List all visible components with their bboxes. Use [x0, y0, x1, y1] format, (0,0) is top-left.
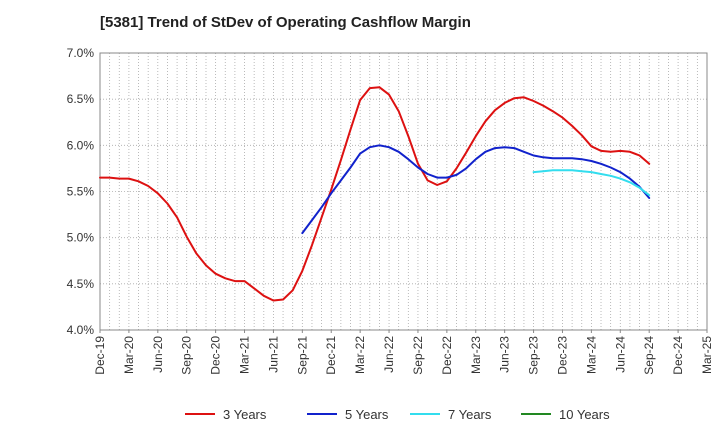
x-tick-label: Jun-20 — [151, 336, 165, 373]
y-tick-label: 6.5% — [67, 92, 95, 106]
x-tick-label: Jun-24 — [613, 336, 627, 373]
y-tick-label: 7.0% — [67, 46, 95, 60]
x-tick-label: Jun-23 — [498, 336, 512, 373]
x-tick-label: Sep-24 — [642, 336, 656, 375]
x-tick-label: Mar-20 — [122, 336, 136, 374]
x-tick-label: Mar-24 — [584, 336, 598, 374]
series-line-7-years — [532, 169, 651, 197]
x-tick-label: Dec-20 — [209, 336, 223, 375]
x-tick-label: Mar-23 — [469, 336, 483, 374]
plot-border — [99, 52, 708, 331]
x-tick-label: Jun-22 — [382, 336, 396, 373]
x-tick-label: Mar-21 — [238, 336, 252, 374]
x-tick-label: Dec-19 — [93, 336, 107, 375]
legend-label: 10 Years — [559, 407, 610, 422]
legend-label: 5 Years — [345, 407, 389, 422]
y-tick-label: 4.5% — [67, 277, 95, 291]
x-tick-label: Dec-23 — [555, 336, 569, 375]
series-line-3-years — [99, 86, 651, 302]
x-tick-label: Sep-22 — [411, 336, 425, 375]
x-tick-label: Sep-21 — [295, 336, 309, 375]
x-tick-label: Jun-21 — [266, 336, 280, 373]
chart-title: [5381] Trend of StDev of Operating Cashf… — [100, 14, 471, 31]
y-tick-label: 5.0% — [67, 231, 95, 245]
x-tick-label: Mar-25 — [700, 336, 714, 374]
x-tick-label: Sep-20 — [180, 336, 194, 375]
x-tick-label: Mar-22 — [353, 336, 367, 374]
series-line-5-years — [301, 144, 651, 235]
y-tick-label: 6.0% — [67, 138, 95, 152]
x-tick-label: Sep-23 — [527, 336, 541, 375]
legend-label: 7 Years — [448, 407, 492, 422]
x-tick-label: Dec-22 — [440, 336, 454, 375]
x-tick-label: Dec-24 — [671, 336, 685, 375]
y-tick-label: 5.5% — [67, 185, 95, 199]
y-tick-label: 4.0% — [67, 323, 95, 337]
legend-label: 3 Years — [223, 407, 267, 422]
x-tick-label: Dec-21 — [324, 336, 338, 375]
